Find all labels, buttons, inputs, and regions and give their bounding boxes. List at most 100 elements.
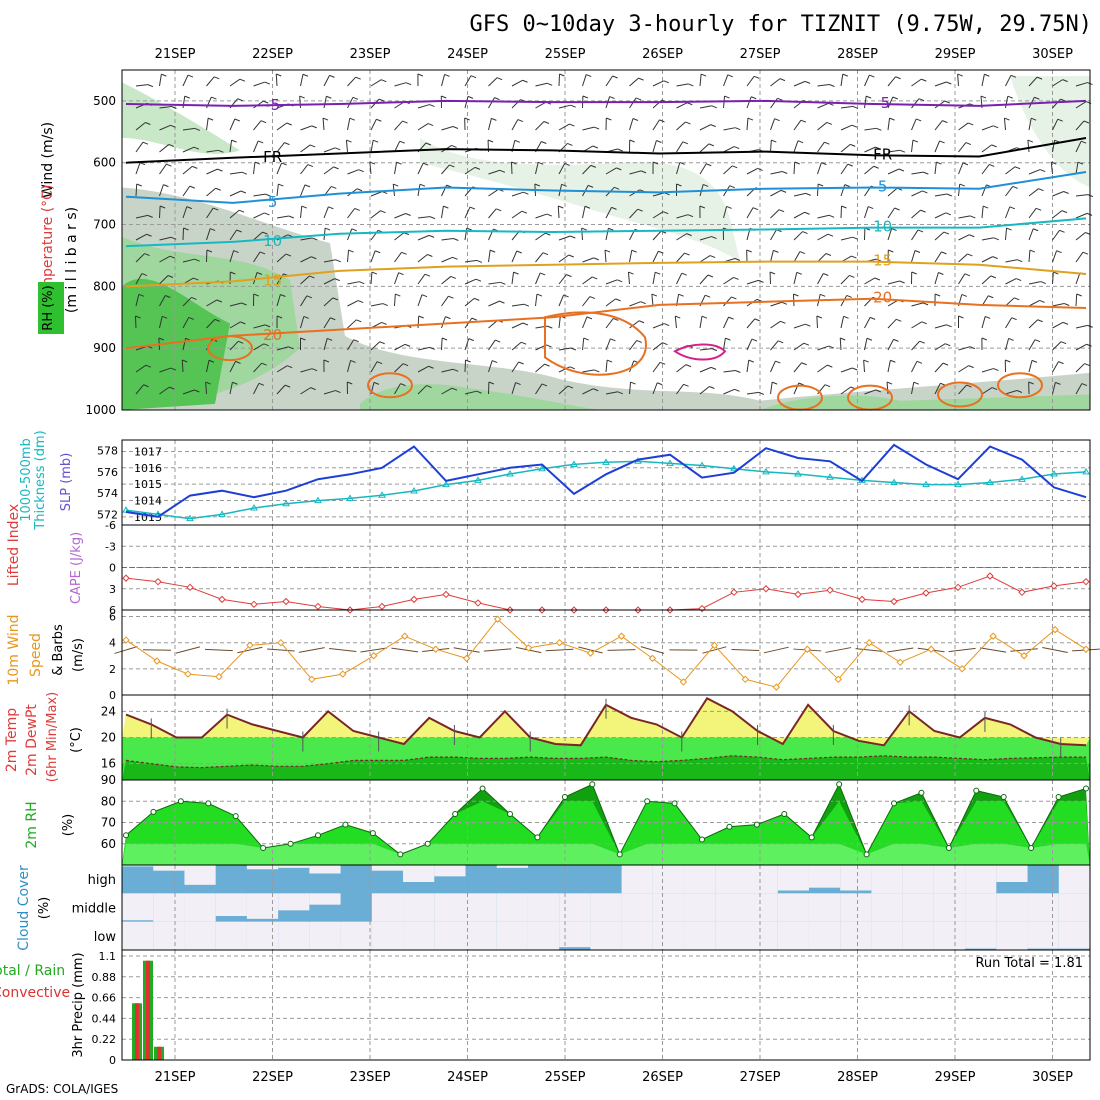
lifted-axis-label: Lifted Index — [6, 504, 22, 586]
wind-barb — [142, 141, 149, 145]
precip-convective-legend: Convective — [0, 985, 70, 1001]
wind-barb — [581, 227, 587, 231]
wind-barb — [617, 279, 623, 283]
wind-barb — [417, 385, 427, 395]
wind-barb — [918, 98, 925, 102]
wind-barb — [511, 191, 524, 197]
wind-barb — [1028, 381, 1034, 385]
precip-convective-bar — [135, 1003, 139, 1060]
wind-barb — [850, 143, 856, 147]
wind-barb — [725, 337, 731, 341]
lifted-index-marker — [954, 583, 962, 592]
wind-barb — [989, 164, 995, 167]
wind-barb — [188, 316, 194, 320]
wind-barb — [358, 169, 364, 173]
wind-barb — [864, 389, 876, 395]
wind-barb — [135, 162, 141, 175]
wind-barb — [887, 339, 894, 351]
wind-barb — [441, 295, 449, 307]
wind-barb — [394, 82, 407, 87]
wind-barb — [500, 281, 506, 285]
wind-barb — [934, 362, 944, 373]
wind-barb — [944, 100, 950, 104]
wind-barb — [541, 141, 547, 144]
wind-barb — [276, 184, 279, 197]
cloud-clear-cell — [1027, 893, 1059, 922]
wind-barb — [582, 369, 595, 373]
wind-barb — [1052, 79, 1063, 87]
wind-barb — [347, 76, 357, 87]
wind-barb — [488, 118, 492, 131]
wind-barb — [823, 273, 829, 276]
run-total-label: Run Total = 1.81 — [975, 956, 1083, 971]
wind-barb — [605, 279, 618, 285]
cloud-clear-cell — [965, 893, 997, 922]
wind-barb — [1075, 82, 1088, 87]
wind-barb — [331, 186, 337, 189]
thickness-marker — [666, 459, 674, 466]
precip-convective-bar — [146, 960, 150, 1060]
wind-barb — [825, 647, 852, 653]
wind-barb — [310, 144, 316, 148]
wind-barb — [355, 76, 361, 80]
wind-barb — [678, 293, 684, 297]
temperature-contour — [937, 381, 983, 408]
wind-barb — [469, 206, 476, 210]
wind-barb — [1030, 117, 1037, 121]
cloud-clear-cell — [403, 893, 435, 922]
wind-barb — [159, 316, 163, 329]
cloud-level-label: low — [94, 930, 117, 945]
wind-speed-marker — [277, 638, 285, 647]
wind-barb — [676, 121, 686, 131]
lifted-index-marker — [410, 595, 418, 604]
wind-speed-line — [125, 618, 1087, 688]
wind-barb — [535, 213, 548, 219]
wind-barb — [488, 360, 493, 373]
wind-barb — [651, 293, 658, 297]
top-day-label: 30SEP — [1032, 47, 1073, 62]
wind-barb — [262, 231, 268, 235]
wind-barb — [686, 233, 692, 237]
wind-barb — [135, 273, 143, 285]
bottom-day-label: 27SEP — [740, 1070, 781, 1085]
wind-barb — [159, 236, 172, 241]
wind-barb — [1060, 341, 1067, 345]
top-day-label: 24SEP — [447, 47, 488, 62]
slp-tick-label: 1015 — [134, 478, 162, 491]
wind-barb — [629, 320, 640, 329]
wind-barb — [376, 361, 383, 365]
wind-barb — [1011, 317, 1017, 321]
wind-barb — [840, 74, 844, 87]
wind-barb — [443, 205, 449, 209]
wind-barb — [981, 256, 993, 263]
rh-tick-label: 60 — [101, 837, 116, 851]
wind-barb — [323, 206, 329, 219]
wind-barb — [187, 74, 194, 78]
wind-barb — [821, 162, 827, 166]
wind-barb — [684, 252, 690, 256]
wind-barb — [1028, 228, 1034, 241]
wind-barb — [1028, 339, 1036, 351]
wind-barb — [608, 227, 614, 231]
wind-barb — [796, 271, 802, 275]
wind-barb — [300, 206, 303, 219]
wind-barb — [323, 278, 335, 285]
wind-barb — [253, 231, 263, 241]
wind-speed-marker — [896, 658, 904, 667]
wind-barb — [328, 206, 334, 210]
wind-barb — [1005, 75, 1012, 87]
wind-barb — [817, 273, 824, 285]
wind-barb — [723, 146, 735, 153]
wind-barb — [464, 390, 477, 395]
wind-barb — [417, 162, 424, 175]
wind-barb — [679, 161, 685, 165]
wind-barb — [629, 208, 639, 219]
cloud-clear-cell — [559, 921, 591, 948]
thickness-marker — [442, 480, 450, 488]
wind-barb — [240, 321, 246, 325]
wind-barb — [793, 251, 801, 263]
wind-barb — [864, 165, 875, 175]
cloud-clear-cell — [153, 921, 185, 950]
wind-barb — [657, 382, 663, 386]
wind-barb — [253, 193, 266, 197]
